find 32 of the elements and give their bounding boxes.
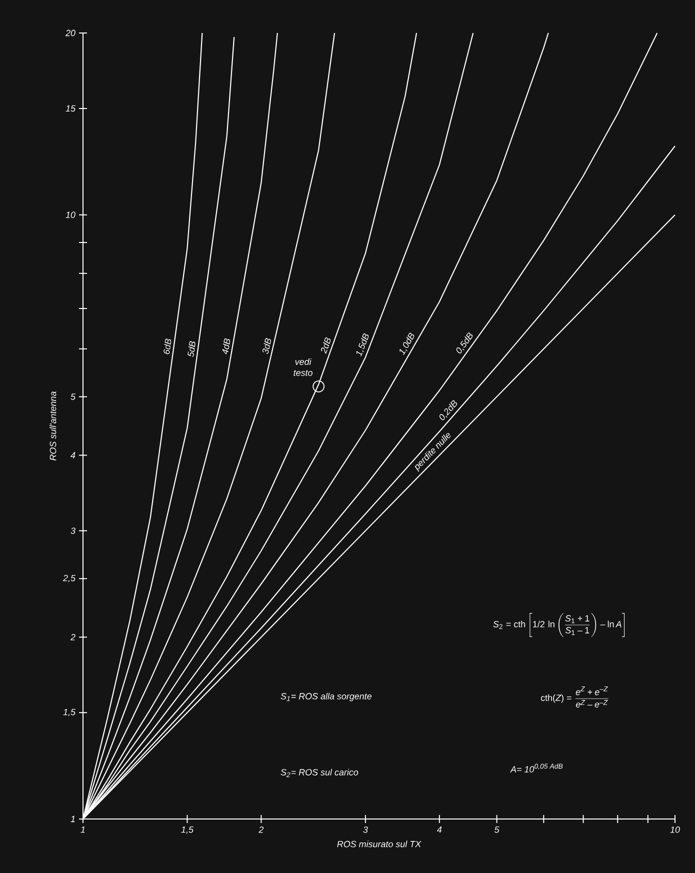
text: 2dB [320,337,331,354]
y-tick-label: 1,5 [63,708,76,716]
annotation: S$_{2}$= ROS sul carico [280,768,358,778]
y-tick-label: 5 [70,394,76,400]
y-tick-label: 4 [70,452,76,458]
x-axis-title: ROS misurato sul TX [337,840,422,848]
x-tick-label: 3 [363,826,368,833]
y-tick-label: 15 [66,105,76,112]
x-tick-label: 5 [494,826,500,833]
text: 5dB [188,341,196,357]
x-tick-label: 4 [436,826,442,833]
y-axis-title: ROS sull'antenna [50,392,56,460]
y-tick-label: 2 [70,634,76,640]
annotation: $S_2=\mathrm{cth}\left[1/2\,\ln\left(\frac{S_1+1}{S_1-1}\right)-\ln A\right]$ [493,613,625,637]
text: 1,5dB [356,333,369,357]
x-tick-label: 1,5 [181,826,194,834]
annotation: S$_{1}$= ROS alla sorgente [280,692,372,702]
x-tick-label: 10 [670,826,680,833]
x-tick-label: 1 [80,826,85,833]
text: 6dB [164,338,172,354]
annotation: $\mathrm{cth}(Z)=\frac{e^{Z}+e^{-Z}}{e^{Z}-e^{-Z}}$ [540,686,608,708]
annotation: vedi testo [294,358,312,376]
y-tick-label: 3 [70,528,76,534]
y-tick-label: 10 [66,212,76,218]
annotation: A= 10$^{0,05 AdB}$ [510,764,563,772]
x-tick-label: 2 [258,826,264,833]
y-tick-label: 20 [65,30,76,36]
y-tick-label: 2,5 [62,574,76,582]
text: 3dB [262,338,271,354]
text: 4dB [222,338,230,354]
y-tick-label: 1 [70,816,75,822]
text: 1,0dB [400,332,414,356]
